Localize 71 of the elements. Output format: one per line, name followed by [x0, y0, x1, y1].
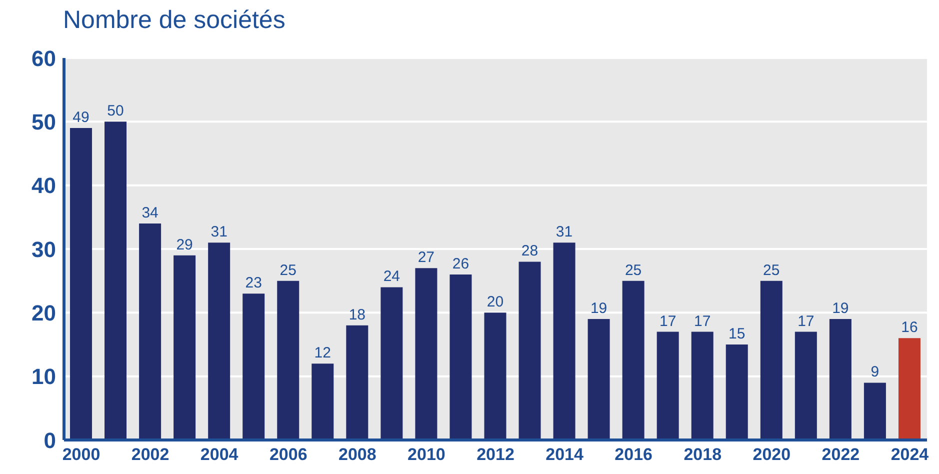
data-label: 12: [314, 344, 331, 362]
data-label: 34: [142, 204, 158, 222]
bar: [139, 224, 162, 440]
bar: [726, 344, 748, 440]
bar: [70, 128, 92, 440]
x-tick-label: 2018: [684, 445, 722, 464]
bar: [380, 287, 403, 440]
data-label: 16: [901, 319, 918, 336]
y-tick-label: 40: [32, 173, 56, 198]
data-label: 17: [694, 312, 711, 330]
data-label: 20: [486, 294, 504, 311]
bar: [346, 325, 368, 440]
data-label: 25: [624, 262, 642, 279]
data-label: 25: [763, 262, 780, 279]
y-tick-label: 10: [32, 364, 56, 390]
bar: [518, 262, 541, 440]
data-label: 17: [659, 312, 676, 330]
chart-title: Nombre de sociétés: [63, 6, 286, 35]
x-tick-label: 2010: [408, 445, 446, 464]
x-tick-label: 2020: [752, 445, 791, 464]
bar: [312, 364, 334, 440]
x-tick-label: 2022: [822, 445, 860, 464]
bar: [484, 312, 506, 440]
data-label: 18: [348, 306, 366, 324]
bar: [656, 332, 679, 440]
bar: [277, 280, 300, 440]
y-tick-label: 60: [32, 46, 56, 71]
bar: [208, 242, 230, 440]
bar: [691, 332, 714, 440]
bar: [794, 332, 817, 440]
data-label: 23: [245, 274, 262, 292]
x-tick-label: 2024: [890, 445, 930, 464]
data-label: 25: [280, 262, 296, 279]
bar: [242, 294, 265, 440]
data-label: 28: [521, 242, 538, 260]
x-tick-label: 2012: [476, 445, 514, 464]
x-tick-label: 2004: [200, 445, 239, 464]
y-tick-label: 30: [32, 236, 56, 262]
y-tick-label: 20: [32, 300, 56, 326]
bar: [829, 319, 852, 440]
bar: [174, 255, 196, 440]
data-label: 31: [556, 224, 573, 241]
y-tick-label: 50: [32, 109, 56, 134]
bar: [553, 242, 576, 440]
y-tick-label: 0: [44, 428, 56, 453]
x-tick-label: 2002: [131, 445, 170, 464]
data-label: 19: [832, 300, 849, 318]
data-label: 26: [452, 255, 470, 272]
bar: [898, 338, 920, 440]
data-label: 31: [210, 224, 228, 241]
data-label: 29: [176, 236, 193, 254]
data-label: 27: [418, 249, 435, 266]
x-tick-label: 2006: [269, 445, 308, 464]
data-label: 15: [728, 326, 746, 342]
data-label: 24: [383, 268, 400, 286]
x-tick-label: 2016: [614, 445, 652, 464]
bar: [104, 122, 127, 440]
data-label: 9: [870, 364, 880, 381]
x-tick-label: 2008: [338, 445, 376, 464]
bar: [588, 319, 610, 440]
x-tick-label: 2014: [546, 445, 584, 464]
x-tick-label: 2000: [62, 445, 100, 464]
data-label: 49: [72, 109, 90, 126]
bar: [760, 280, 782, 440]
data-label: 50: [107, 102, 124, 120]
bar: [864, 382, 886, 440]
data-label: 19: [590, 300, 608, 318]
data-label: 17: [798, 312, 814, 330]
bar: [622, 280, 644, 440]
bar: [450, 274, 472, 440]
bar: [415, 268, 438, 440]
